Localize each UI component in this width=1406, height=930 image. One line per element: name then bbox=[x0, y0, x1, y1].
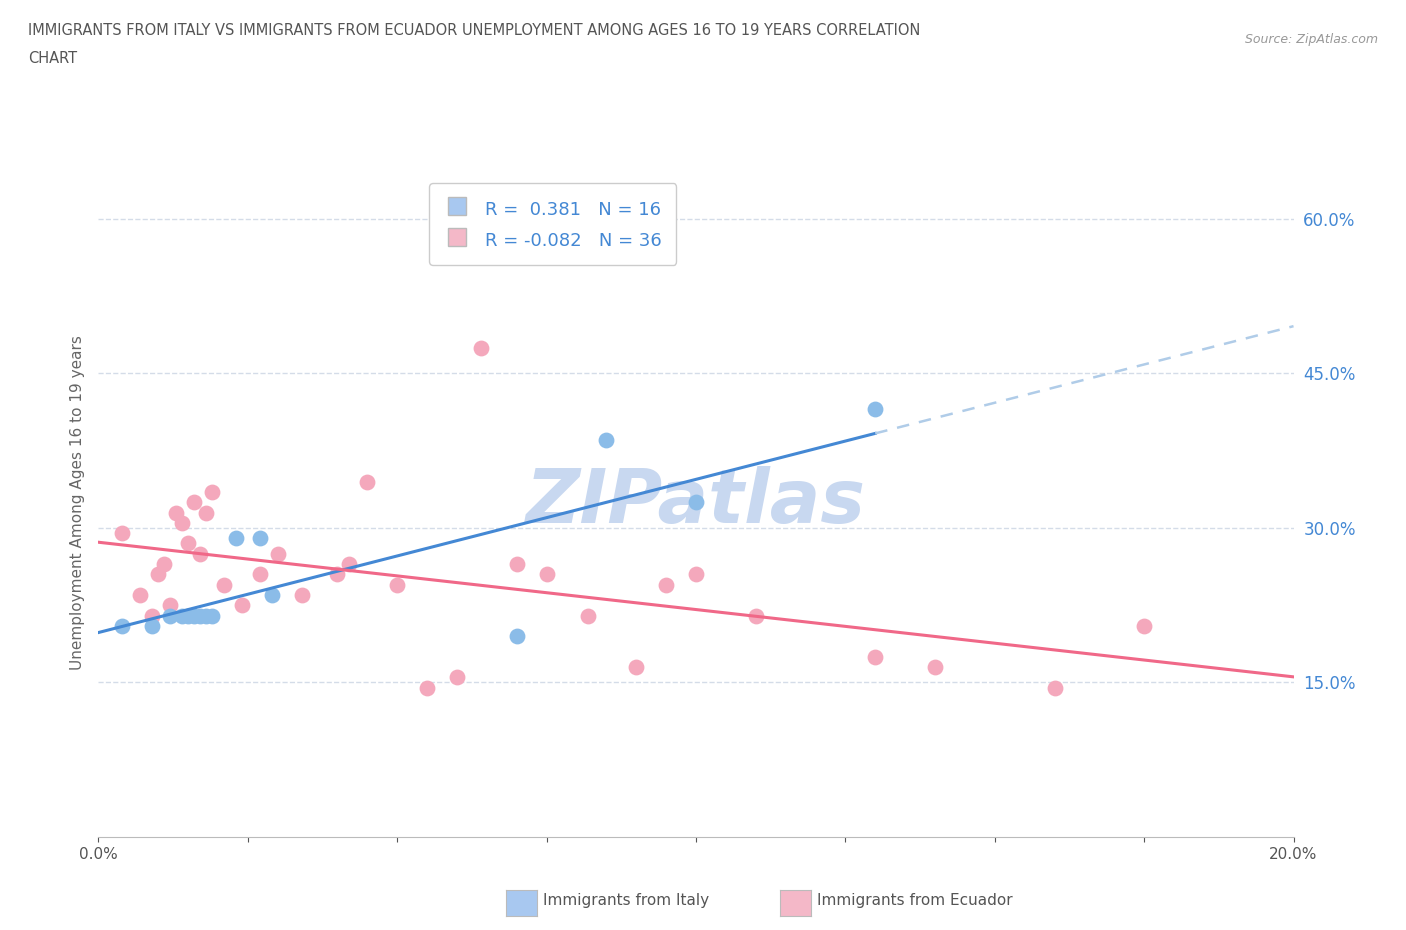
Point bbox=[201, 608, 224, 623]
Point bbox=[141, 608, 163, 623]
Point bbox=[111, 618, 134, 633]
Point bbox=[231, 598, 253, 613]
Point bbox=[188, 608, 211, 623]
Point bbox=[326, 567, 349, 582]
Point bbox=[536, 567, 558, 582]
Y-axis label: Unemployment Among Ages 16 to 19 years: Unemployment Among Ages 16 to 19 years bbox=[69, 335, 84, 670]
Point bbox=[416, 680, 439, 695]
Point bbox=[356, 474, 378, 489]
Legend: R =  0.381   N = 16, R = -0.082   N = 36: R = 0.381 N = 16, R = -0.082 N = 36 bbox=[429, 183, 676, 265]
Point bbox=[595, 433, 617, 448]
Point bbox=[153, 556, 176, 571]
Point bbox=[385, 578, 409, 592]
Point bbox=[225, 531, 247, 546]
Point bbox=[212, 578, 235, 592]
Point bbox=[655, 578, 678, 592]
Text: ZIPatlas: ZIPatlas bbox=[526, 466, 866, 538]
Point bbox=[194, 505, 218, 520]
Point bbox=[129, 588, 152, 603]
Point bbox=[165, 505, 187, 520]
Text: Immigrants from Italy: Immigrants from Italy bbox=[543, 893, 709, 908]
Point bbox=[172, 515, 194, 530]
Point bbox=[111, 525, 134, 540]
Point bbox=[159, 598, 181, 613]
Point bbox=[745, 608, 768, 623]
Point bbox=[249, 531, 271, 546]
Point bbox=[290, 588, 312, 603]
Point bbox=[624, 659, 647, 674]
Point bbox=[148, 567, 170, 582]
Text: Source: ZipAtlas.com: Source: ZipAtlas.com bbox=[1244, 33, 1378, 46]
Point bbox=[924, 659, 946, 674]
Point bbox=[177, 536, 200, 551]
Point bbox=[685, 567, 707, 582]
Point bbox=[249, 567, 271, 582]
Point bbox=[177, 608, 200, 623]
Point bbox=[685, 495, 707, 510]
Point bbox=[865, 649, 887, 664]
Point bbox=[183, 608, 205, 623]
Point bbox=[141, 618, 163, 633]
Text: IMMIGRANTS FROM ITALY VS IMMIGRANTS FROM ECUADOR UNEMPLOYMENT AMONG AGES 16 TO 1: IMMIGRANTS FROM ITALY VS IMMIGRANTS FROM… bbox=[28, 23, 921, 38]
Point bbox=[506, 556, 529, 571]
Point bbox=[172, 608, 194, 623]
Text: Immigrants from Ecuador: Immigrants from Ecuador bbox=[817, 893, 1012, 908]
Point bbox=[194, 608, 218, 623]
Point bbox=[267, 546, 290, 561]
Point bbox=[188, 546, 211, 561]
Point bbox=[1133, 618, 1156, 633]
Point bbox=[470, 340, 492, 355]
Point bbox=[1043, 680, 1066, 695]
Point bbox=[446, 670, 468, 684]
Point bbox=[339, 556, 360, 571]
Point bbox=[865, 402, 887, 417]
Point bbox=[201, 485, 224, 499]
Point bbox=[506, 629, 529, 644]
Point bbox=[159, 608, 181, 623]
Point bbox=[183, 495, 205, 510]
Point bbox=[260, 588, 283, 603]
Point bbox=[578, 608, 600, 623]
Text: CHART: CHART bbox=[28, 51, 77, 66]
